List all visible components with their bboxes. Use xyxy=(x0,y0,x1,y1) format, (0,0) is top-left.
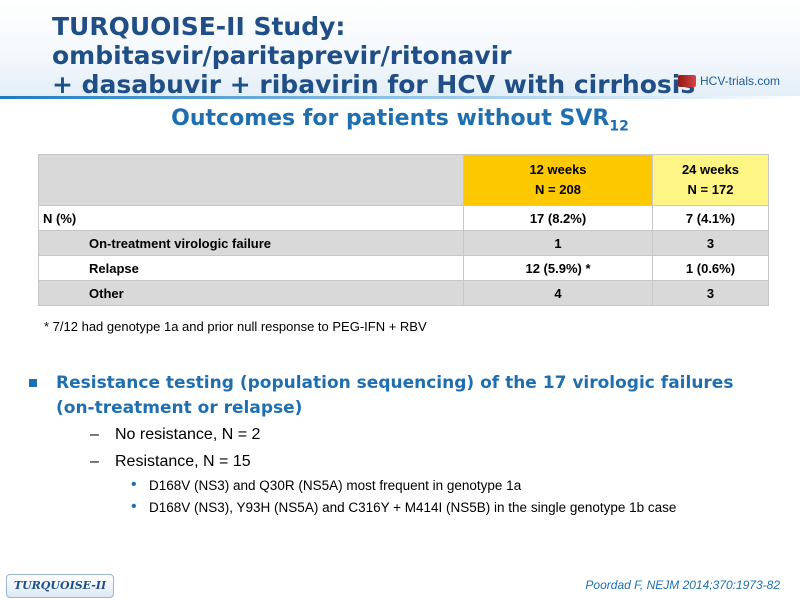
sub-sub-bullet-text: D168V (NS3), Y93H (NS5A) and C316Y + M41… xyxy=(149,500,677,515)
row-label: Relapse xyxy=(38,255,464,281)
row-label: N (%) xyxy=(38,205,464,231)
column-header-line: N = 208 xyxy=(535,182,581,197)
sub-sub-bullet-text: D168V (NS3) and Q30R (NS5A) most frequen… xyxy=(149,478,522,493)
logo-text: HCV-trials.com xyxy=(699,74,780,88)
table-row: On-treatment virologic failure 1 3 xyxy=(38,230,769,256)
bullet-resistance-testing: Resistance testing (population sequencin… xyxy=(29,371,776,421)
table-cell: 7 (4.1%) xyxy=(652,205,769,231)
table-cell: 4 xyxy=(463,280,653,306)
dash-bullet-icon: – xyxy=(90,453,99,470)
table-cell: 1 xyxy=(463,230,653,256)
table-footnote: * 7/12 had genotype 1a and prior null re… xyxy=(44,319,427,334)
dot-bullet-icon: • xyxy=(131,476,137,493)
sub-bullet: – Resistance, N = 15 xyxy=(90,453,251,471)
study-tag: TURQUOISE-II xyxy=(6,574,114,598)
subtitle-subscript: 12 xyxy=(609,118,629,135)
header-divider xyxy=(0,96,800,99)
sub-sub-bullet: • D168V (NS3), Y93H (NS5A) and C316Y + M… xyxy=(131,498,677,515)
sub-sub-bullet: • D168V (NS3) and Q30R (NS5A) most frequ… xyxy=(131,476,522,493)
subtitle-text: Outcomes for patients without SVR xyxy=(171,106,610,131)
column-header-24-weeks: 24 weeks N = 172 xyxy=(652,154,769,206)
sub-bullet-text: Resistance, N = 15 xyxy=(115,453,251,470)
column-header-line: 24 weeks xyxy=(681,162,740,177)
dash-bullet-icon: – xyxy=(90,426,99,443)
table-row: N (%) 17 (8.2%) 7 (4.1%) xyxy=(38,205,769,231)
table-cell: 12 (5.9%) * xyxy=(463,255,653,281)
table-cell: 17 (8.2%) xyxy=(463,205,653,231)
hcv-trials-logo: HCV-trials.com xyxy=(677,74,780,88)
row-label: Other xyxy=(38,280,464,306)
table-header-row: 12 weeks N = 208 24 weeks N = 172 xyxy=(38,154,769,206)
table-row: Relapse 12 (5.9%) * 1 (0.6%) xyxy=(38,255,769,281)
column-header-line: 12 weeks xyxy=(529,162,587,177)
bullet-text-line-2: (on-treatment or relapse) xyxy=(56,398,303,418)
outcomes-table: 12 weeks N = 208 24 weeks N = 172 N (%) … xyxy=(38,154,769,306)
table-cell: 3 xyxy=(652,230,769,256)
slide-subtitle: Outcomes for patients without SVR12 xyxy=(0,106,800,134)
column-header-line: N = 172 xyxy=(687,182,734,197)
slide-title: TURQUOISE-II Study: ombitasvir/paritapre… xyxy=(52,12,800,99)
table-cell: 3 xyxy=(652,280,769,306)
row-label: On-treatment virologic failure xyxy=(38,230,464,256)
square-bullet-icon xyxy=(29,379,37,387)
sub-bullet: – No resistance, N = 2 xyxy=(90,426,261,444)
header-empty-cell xyxy=(38,154,464,206)
table-cell: 1 (0.6%) xyxy=(652,255,769,281)
slide-title-line-2: + dasabuvir + ribavirin for HCV with cir… xyxy=(52,70,696,99)
column-header-12-weeks: 12 weeks N = 208 xyxy=(463,154,653,206)
bullet-text-line-1: Resistance testing (population sequencin… xyxy=(56,373,734,393)
logo-icon xyxy=(677,75,696,87)
table-row: Other 4 3 xyxy=(38,280,769,306)
dot-bullet-icon: • xyxy=(131,498,137,515)
slide-title-line-1: TURQUOISE-II Study: ombitasvir/paritapre… xyxy=(52,12,512,70)
slide-header xyxy=(0,0,800,96)
sub-bullet-text: No resistance, N = 2 xyxy=(115,426,261,443)
citation: Poordad F, NEJM 2014;370:1973-82 xyxy=(585,578,780,592)
